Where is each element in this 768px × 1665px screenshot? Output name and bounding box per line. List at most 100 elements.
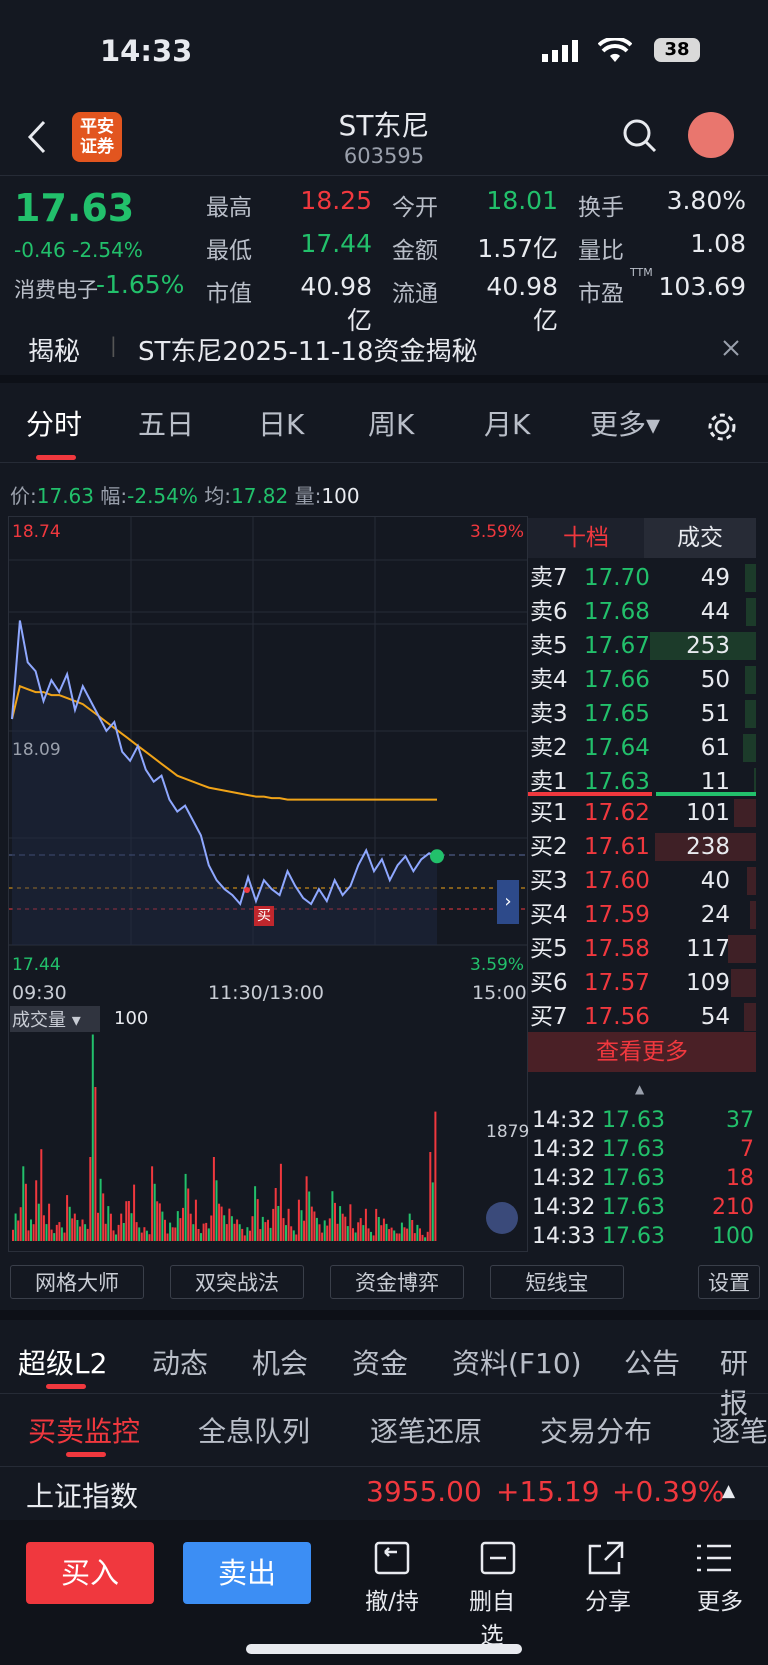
change-pct: -2.54% — [72, 238, 143, 262]
volume-bar — [84, 1224, 87, 1241]
quote-value: 40.98亿 — [486, 272, 558, 335]
expand-arrow-button[interactable]: › — [497, 880, 519, 924]
volume-bar — [187, 1188, 190, 1241]
tool-button-3[interactable]: 短线宝 — [490, 1265, 624, 1299]
volume-bar — [156, 1201, 159, 1241]
stock-name: ST东尼 — [338, 109, 430, 142]
tab-5[interactable]: 更多▾ — [590, 408, 661, 441]
volume-bar — [395, 1233, 398, 1241]
l2-tab-4[interactable]: 逐笔 — [712, 1415, 768, 1448]
section-tab-1[interactable]: 动态 — [152, 1347, 209, 1380]
collapse-icon[interactable]: ▲ — [635, 1082, 645, 1096]
signal-icon — [542, 40, 578, 62]
info-avg-label: 均: — [204, 484, 231, 508]
expand-up-icon[interactable]: ▲ — [722, 1481, 736, 1501]
volume-bar — [323, 1220, 326, 1241]
fullscreen-icon[interactable] — [486, 1202, 518, 1234]
search-icon[interactable] — [622, 118, 658, 154]
volume-bar — [238, 1224, 241, 1241]
volume-bar — [19, 1207, 22, 1241]
volume-bar — [292, 1230, 295, 1241]
ob-volume: 54 — [700, 1004, 730, 1030]
info-line: 价:17.63 幅:-2.54% 均:17.82 量:100 — [10, 480, 360, 509]
section-tab-5[interactable]: 公告 — [624, 1347, 681, 1380]
ob-volume-bar — [731, 969, 756, 997]
bottom-action-0[interactable]: 撤/持 — [365, 1589, 419, 1615]
l2-tab-0[interactable]: 买卖监控 — [28, 1415, 141, 1448]
back-icon[interactable] — [24, 118, 50, 156]
volume-bar — [174, 1227, 177, 1241]
tool-button-1[interactable]: 双突战法 — [170, 1265, 304, 1299]
chart-panel[interactable] — [8, 516, 528, 1252]
bottom-action-3[interactable]: 更多 — [697, 1589, 743, 1615]
more-menu-icon — [697, 1544, 731, 1572]
tool-button-2[interactable]: 资金博弈 — [330, 1265, 464, 1299]
volume-bar — [233, 1223, 236, 1241]
volume-bar — [140, 1232, 143, 1241]
volume-bar — [143, 1227, 146, 1241]
volume-bar — [99, 1178, 102, 1241]
section-tab-2[interactable]: 机会 — [252, 1347, 309, 1380]
info-avg: 17.82 — [231, 484, 289, 508]
volume-bar — [303, 1220, 306, 1241]
volume-bar — [334, 1202, 336, 1241]
trade-price: 17.63 — [602, 1108, 665, 1133]
volume-bar — [321, 1232, 324, 1241]
volume-bar — [331, 1191, 334, 1241]
ob-level-label: 买5 — [530, 936, 568, 962]
volume-bar — [109, 1213, 112, 1241]
tab-0[interactable]: 分时 — [26, 408, 83, 441]
ob-price: 17.70 — [584, 565, 650, 591]
l2-tab-1[interactable]: 全息队列 — [198, 1415, 311, 1448]
sell-button[interactable]: 卖出 — [183, 1542, 311, 1604]
section-tab-6[interactable]: 研报 — [720, 1347, 749, 1420]
volume-selector[interactable]: 成交量 ▾ — [10, 1006, 100, 1032]
section-tab-4[interactable]: 资料(F10) — [452, 1347, 582, 1380]
l2-tab-2[interactable]: 逐笔还原 — [370, 1415, 483, 1448]
trade-time: 14:32 — [532, 1195, 596, 1220]
volume-bar — [249, 1230, 251, 1241]
volume-bar — [228, 1208, 231, 1241]
avatar[interactable] — [688, 112, 734, 158]
settings-button[interactable]: 设置 — [698, 1265, 760, 1299]
volume-bar — [112, 1230, 115, 1241]
ob-volume: 238 — [686, 834, 730, 860]
volume-bar — [243, 1235, 246, 1241]
y-mid-label: 18.09 — [12, 740, 61, 760]
volume-bar — [295, 1234, 298, 1241]
tab-1[interactable]: 五日 — [138, 408, 195, 441]
tab-4[interactable]: 月K — [484, 408, 531, 441]
bottom-action-1[interactable]: 删自选 — [469, 1589, 515, 1649]
section-tab-3[interactable]: 资金 — [352, 1347, 409, 1380]
buy-marker[interactable]: 买 — [254, 906, 274, 926]
l2-tab-3[interactable]: 交易分布 — [540, 1415, 653, 1448]
quote-label: 市盈 — [578, 281, 624, 307]
buy-button[interactable]: 买入 — [26, 1542, 154, 1604]
gear-icon[interactable] — [706, 411, 738, 443]
tab-trades[interactable]: 成交 — [644, 518, 756, 558]
tool-button-0[interactable]: 网格大师 — [10, 1265, 144, 1299]
bottom-action-2[interactable]: 分享 — [585, 1589, 631, 1615]
volume-bar — [27, 1230, 30, 1241]
tab-2[interactable]: 日K — [258, 408, 305, 441]
trade-volume: 18 — [726, 1166, 754, 1191]
separator — [0, 1310, 768, 1320]
volume-bar — [382, 1218, 385, 1241]
trade-volume: 210 — [712, 1195, 754, 1220]
index-bar[interactable]: 上证指数 3955.00 +15.19 +0.39% ▲ — [0, 1466, 768, 1520]
trade-price: 17.63 — [602, 1195, 665, 1220]
sector-name[interactable]: 消费电子 — [14, 278, 98, 302]
volume-bar — [359, 1218, 362, 1241]
tab-3[interactable]: 周K — [368, 408, 415, 441]
volume-bar — [50, 1229, 53, 1241]
intraday-chart[interactable] — [9, 517, 527, 1251]
ob-volume: 61 — [700, 735, 730, 761]
view-more-button[interactable]: 查看更多 — [528, 1032, 756, 1072]
volume-bar — [310, 1206, 313, 1241]
section-tab-0[interactable]: 超级L2 — [18, 1347, 108, 1380]
volume-bar — [377, 1217, 380, 1241]
reveal-banner[interactable]: 揭秘 | ST东尼2025-11-18资金揭秘 — [0, 305, 768, 383]
tab-ten-levels[interactable]: 十档 — [528, 518, 644, 558]
battery-icon: 38 — [654, 38, 700, 62]
close-icon[interactable] — [722, 339, 740, 357]
